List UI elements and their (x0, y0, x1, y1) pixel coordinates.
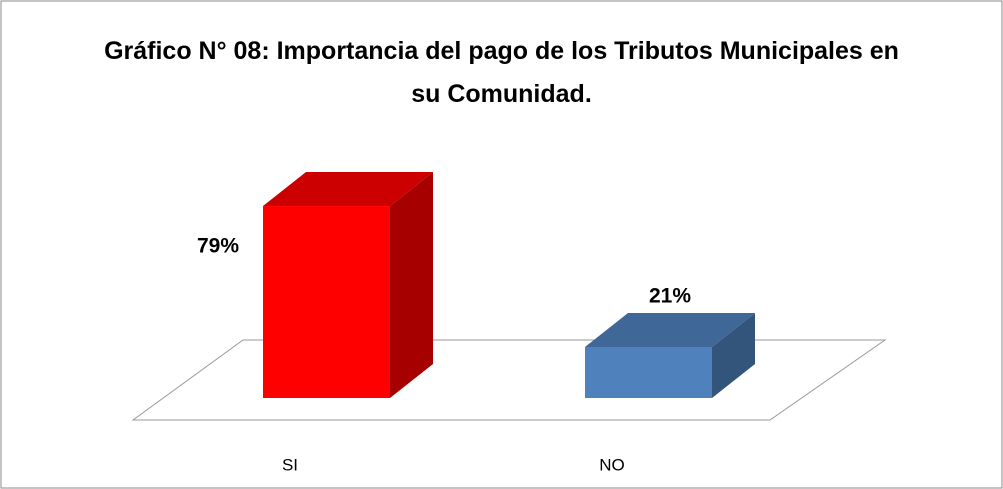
bar-side (712, 312, 755, 398)
bar (263, 206, 390, 398)
x-tick-label: SI (282, 455, 298, 474)
bar (585, 346, 712, 398)
value-label: 21% (649, 285, 691, 308)
bar-side (390, 172, 433, 398)
x-tick-label: NO (599, 455, 625, 474)
bar-top (585, 312, 755, 347)
value-label: 79% (197, 235, 239, 258)
chart-title: Gráfico N° 08: Importancia del pago de l… (104, 37, 899, 108)
floor (131, 339, 887, 421)
bar-top (263, 172, 433, 207)
title-box: Gráfico N° 08: Importancia del pago de l… (104, 37, 899, 108)
